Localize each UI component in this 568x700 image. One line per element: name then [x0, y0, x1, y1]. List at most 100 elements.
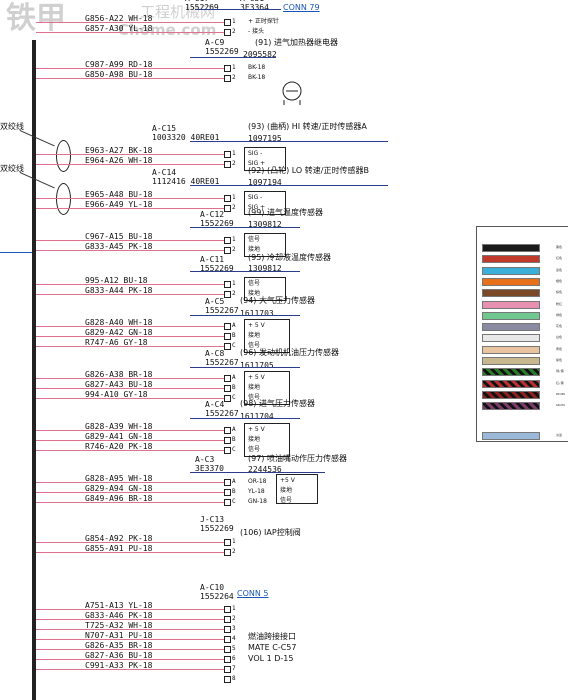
- connector-id: 1552267: [205, 358, 239, 367]
- pin-number: 1: [232, 605, 236, 612]
- legend-swatch: [482, 244, 540, 252]
- wire-label: G826-A38 BR-18: [85, 370, 153, 379]
- pin-number: 1: [232, 64, 236, 71]
- pin-number: 1: [232, 280, 236, 287]
- wire-line: [36, 240, 224, 241]
- wire-line: [36, 294, 224, 295]
- pin-box: [224, 606, 231, 613]
- wire-label: 994-A10 GY-18: [85, 390, 148, 399]
- wire-label: R747-A6 GY-18: [85, 338, 148, 347]
- twisted-pair-ring: [56, 183, 71, 215]
- connector-note: MATE C-C57: [248, 643, 297, 652]
- connector-link[interactable]: CONN 5: [237, 589, 269, 598]
- pin-label: 信号: [248, 236, 261, 243]
- pin-number: 2: [232, 290, 236, 297]
- pin-number: 1: [232, 150, 236, 157]
- connector-id: 1003320 40RE01: [152, 133, 220, 142]
- wire-line: [36, 22, 224, 23]
- legend-label: RD/BK: [556, 391, 566, 396]
- wire-label: E963-A27 BK-18: [85, 146, 153, 155]
- pin-number: B: [232, 332, 236, 339]
- pin-box: [224, 29, 231, 36]
- wire-line: [36, 450, 224, 451]
- pin-label: 信号: [248, 280, 261, 287]
- wire-label: G857-A30 YL-18: [85, 24, 153, 33]
- pin-box: [224, 549, 231, 556]
- wire-label: C967-A15 BU-18: [85, 232, 153, 241]
- part-number: 3E3364: [240, 3, 269, 12]
- wire-line: [36, 430, 224, 431]
- pin-label: 接地: [248, 246, 261, 253]
- wire-line: [36, 68, 224, 69]
- connector-id: A-C14: [152, 168, 177, 177]
- wire-line: [36, 639, 224, 640]
- wire-label: T725-A32 WH-18: [85, 621, 153, 630]
- pin-box: [224, 395, 231, 402]
- wire-line: [36, 440, 224, 441]
- pin-box: [224, 676, 231, 683]
- twisted-pair-line: [19, 172, 55, 189]
- legend-swatch: [482, 323, 540, 332]
- wire-line: [36, 208, 224, 209]
- wire-label: E965-A48 BU-18: [85, 190, 153, 199]
- pin-number: C: [232, 394, 236, 401]
- pin-box: [224, 666, 231, 673]
- pin-box: [224, 479, 231, 486]
- component-title: (94) 大气压力传感器: [240, 296, 315, 305]
- connector-id: 1552269: [200, 219, 234, 228]
- connector-id: 1552269: [200, 524, 234, 533]
- pin-number: 6: [232, 655, 236, 662]
- wire-line: [36, 609, 224, 610]
- sensor-box: [244, 277, 286, 301]
- wire-label: G856-A22 WH-18: [85, 14, 153, 23]
- legend-label: 灰色: [556, 324, 563, 329]
- pin-box: [224, 323, 231, 330]
- part-number: 1611705: [240, 361, 274, 370]
- legend-swatch: [482, 402, 540, 411]
- title-underline: [190, 57, 276, 58]
- wire-label: G829-A42 GN-18: [85, 328, 153, 337]
- legend-label: 红/黑: [556, 380, 564, 385]
- connector-id: A-C5: [205, 297, 225, 306]
- pin-box: [224, 646, 231, 653]
- legend-swatch: [482, 334, 540, 343]
- connector-id: A-C11: [200, 255, 225, 264]
- title-underline: [190, 185, 388, 186]
- wire-line: [36, 378, 224, 379]
- sensor-box: [244, 371, 290, 405]
- connector-id: J-C13: [200, 515, 225, 524]
- component-title: (95) 冷却液温度传感器: [248, 253, 331, 262]
- pin-box: [224, 333, 231, 340]
- pin-box: [224, 247, 231, 254]
- pin-label: BK-18: [248, 74, 266, 81]
- wire-line: [36, 198, 224, 199]
- wire-label: C987-A99 RD-18: [85, 60, 153, 69]
- connector-id: 3E3370: [195, 464, 224, 473]
- pin-label: + 5 V: [248, 322, 265, 329]
- wire-label: G827-A43 BU-18: [85, 380, 153, 389]
- pin-label: 接地: [248, 436, 261, 443]
- pin-number: A: [232, 426, 236, 433]
- legend-label: 紫色: [556, 358, 563, 362]
- part-number: 1309812: [248, 264, 282, 273]
- pin-number: 2: [232, 160, 236, 167]
- twisted-pair-label: 双绞线: [0, 122, 24, 131]
- pin-box: [224, 195, 231, 202]
- wire-line: [36, 649, 224, 650]
- connector-id: A-C8: [205, 349, 225, 358]
- pin-number: 1: [232, 236, 236, 243]
- pin-number: 2: [232, 615, 236, 622]
- connector-link[interactable]: CONN 79: [283, 3, 320, 12]
- pin-label: 信号: [248, 394, 261, 401]
- pin-box: [224, 499, 231, 506]
- legend-swatch: [482, 379, 540, 388]
- pin-number: 1: [232, 194, 236, 201]
- pin-box: [224, 447, 231, 454]
- wire-label: G828-A95 WH-18: [85, 474, 153, 483]
- wire-line: [36, 669, 224, 670]
- legend-swatch: [482, 390, 540, 399]
- pin-label: GN-18: [248, 498, 267, 505]
- wire-line: [36, 482, 224, 483]
- pin-box: [224, 237, 231, 244]
- wire-line: [36, 336, 224, 337]
